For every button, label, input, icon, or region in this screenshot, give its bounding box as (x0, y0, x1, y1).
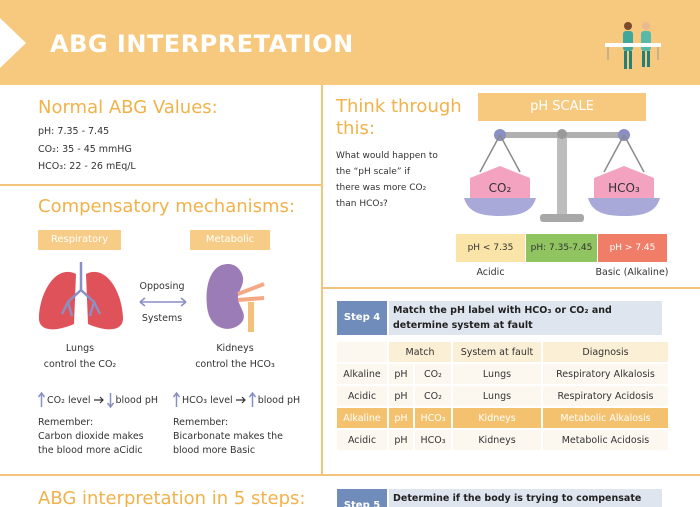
table-row: Alkaline pH CO₂ Lungs Respiratory Alkalosis (337, 364, 668, 384)
table-cell: pH (389, 386, 413, 406)
divider (323, 287, 700, 289)
scale-title: pH SCALE (478, 93, 646, 121)
lungs-icon (38, 262, 124, 330)
divider (321, 85, 323, 475)
question-line: there was more CO₂ (336, 183, 427, 193)
kidney-icon (206, 264, 265, 332)
pan-label: CO₂ (488, 181, 512, 195)
caption: control the HCO₃ (195, 359, 275, 370)
table-cell: HCO₃ (415, 408, 451, 428)
caption: Lungs (65, 343, 95, 354)
down-arrow (106, 393, 114, 408)
caption: Kidneys (216, 343, 254, 354)
step-label: Step 4 (337, 301, 387, 335)
value-line: HCO₃: 22 - 26 mEq/L (38, 161, 136, 172)
caption: control the CO₂ (43, 359, 117, 370)
remember-line: the blood more aCidic (38, 445, 143, 456)
title-line: Think through (336, 96, 462, 117)
title-line: this: (336, 118, 375, 139)
table-cell: Respiratory Alkalosis (543, 364, 668, 384)
section-title: Compensatory mechanisms: (38, 196, 295, 217)
table-cell: pH (389, 430, 413, 450)
range-label: Basic (Alkaline) (595, 267, 669, 278)
double-arrow (139, 297, 187, 307)
range-box: pH < 7.35 (456, 234, 525, 262)
table-cell: Lungs (453, 364, 541, 384)
table-cell: pH (389, 364, 413, 384)
table-row: Acidic pH HCO₃ Kidneys Metabolic Acidosis (337, 430, 668, 450)
table-cell (337, 342, 387, 362)
table-cell: Acidic (337, 386, 387, 406)
header-cell: Match (389, 342, 451, 362)
table-cell: Respiratory Acidosis (543, 386, 668, 406)
rule-text: HCO₃ level (182, 394, 233, 406)
remember-line: Carbon dioxide makes (38, 431, 144, 442)
table-cell: Alkaline (337, 364, 387, 384)
table-cell: Alkaline (337, 408, 387, 428)
pan-label: HCO₃ (608, 181, 640, 195)
divider (0, 184, 321, 186)
table-row: Acidic pH CO₂ Lungs Respiratory Acidosis (337, 386, 668, 406)
table-cell: Metabolic Acidosis (543, 430, 668, 450)
diagnosis-table: Match System at fault Diagnosis Alkaline… (335, 340, 670, 452)
question-line: What would happen to (336, 151, 438, 161)
opposing-label: Systems (141, 313, 183, 324)
step-label: Step 5 (337, 489, 387, 507)
rule-text: blood pH (115, 394, 159, 406)
table-cell: Metabolic Alkalosis (543, 408, 668, 428)
doctors-icon (605, 22, 661, 69)
range-label: Acidic (476, 267, 505, 278)
section-title: Normal ABG Values: (38, 97, 218, 118)
range-box: pH > 7.45 (598, 234, 667, 262)
table-cell: Kidneys (453, 408, 541, 428)
step-text: Determine if the body is trying to compe… (389, 489, 662, 507)
opposing-label: Opposing (139, 281, 185, 292)
rule-text: CO₂ level (47, 394, 91, 406)
right-arrow (235, 396, 246, 404)
section-title: ABG interpretation in 5 steps: (38, 488, 306, 507)
up-arrow (248, 392, 256, 407)
header-cell: Diagnosis (543, 342, 668, 362)
table-cell: pH (389, 408, 413, 428)
question-line: the “pH scale” if (336, 167, 411, 177)
header-title: ABG INTERPRETATION (50, 30, 354, 58)
header-cell: System at fault (453, 342, 541, 362)
divider (0, 474, 700, 476)
range-box: pH: 7.35-7.45 (526, 234, 597, 262)
table-header: Match System at fault Diagnosis (337, 342, 668, 362)
value-line: pH: 7.35 - 7.45 (38, 126, 110, 137)
table-cell: Lungs (453, 386, 541, 406)
header-arrow (0, 18, 26, 68)
remember-line: Remember: (173, 417, 229, 428)
remember-line: Remember: (38, 417, 94, 428)
value-line: CO₂: 35 - 45 mmHG (38, 144, 132, 155)
rule: CO₂ level blood pH (38, 392, 158, 408)
table-cell: Acidic (337, 430, 387, 450)
table-row: Alkaline pH HCO₃ Kidneys Metabolic Alkalosis (337, 408, 668, 428)
table-cell: Kidneys (453, 430, 541, 450)
remember-line: blood more Basic (173, 445, 256, 456)
balance-icon (464, 129, 660, 222)
header-bar (0, 0, 700, 85)
table-cell: CO₂ (415, 386, 451, 406)
up-arrow (38, 392, 45, 407)
rule-text: blood pH (257, 394, 301, 406)
question-line: than HCO₃? (336, 199, 388, 209)
remember: Remember: Bicarbonate makes the blood mo… (173, 416, 283, 458)
remember-line: Bicarbonate makes the (173, 431, 284, 442)
section-title: Think through this: (336, 96, 462, 140)
tag: Metabolic (190, 230, 270, 250)
up-arrow (173, 392, 180, 407)
rule: HCO₃ level blood pH (173, 392, 300, 408)
right-arrow (93, 396, 104, 404)
table-cell: HCO₃ (415, 430, 451, 450)
step-text: Match the pH label with HCO₃ or CO₂ and … (389, 301, 662, 335)
question: What would happen to the “pH scale” if t… (336, 148, 438, 212)
remember: Remember: Carbon dioxide makes the blood… (38, 416, 144, 458)
tag: Respiratory (38, 230, 121, 250)
table-cell: CO₂ (415, 364, 451, 384)
